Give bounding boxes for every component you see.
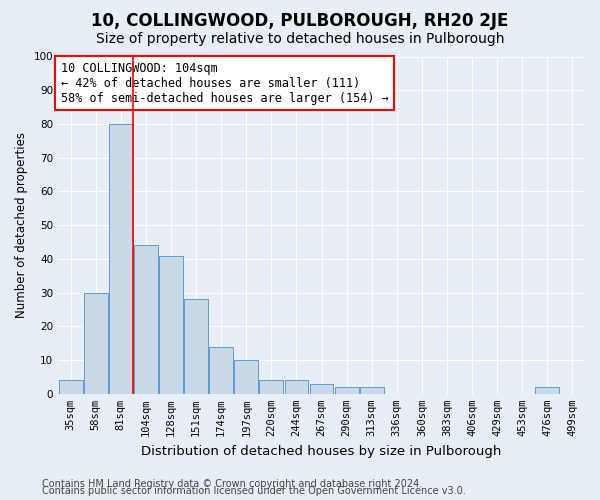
Bar [259, 380, 283, 394]
Bar [84, 292, 107, 394]
Y-axis label: Number of detached properties: Number of detached properties [15, 132, 28, 318]
Bar [360, 387, 383, 394]
Bar [209, 346, 233, 394]
Bar [134, 246, 158, 394]
Bar [159, 256, 183, 394]
Text: 10 COLLINGWOOD: 104sqm
← 42% of detached houses are smaller (111)
58% of semi-de: 10 COLLINGWOOD: 104sqm ← 42% of detached… [61, 62, 388, 104]
Bar [335, 387, 359, 394]
Bar [284, 380, 308, 394]
Text: Contains public sector information licensed under the Open Government Licence v3: Contains public sector information licen… [42, 486, 466, 496]
Text: Size of property relative to detached houses in Pulborough: Size of property relative to detached ho… [96, 32, 504, 46]
Bar [109, 124, 133, 394]
Bar [535, 387, 559, 394]
Bar [310, 384, 334, 394]
Bar [184, 300, 208, 394]
X-axis label: Distribution of detached houses by size in Pulborough: Distribution of detached houses by size … [142, 444, 502, 458]
Text: 10, COLLINGWOOD, PULBOROUGH, RH20 2JE: 10, COLLINGWOOD, PULBOROUGH, RH20 2JE [91, 12, 509, 30]
Bar [59, 380, 83, 394]
Text: Contains HM Land Registry data © Crown copyright and database right 2024.: Contains HM Land Registry data © Crown c… [42, 479, 422, 489]
Bar [235, 360, 258, 394]
